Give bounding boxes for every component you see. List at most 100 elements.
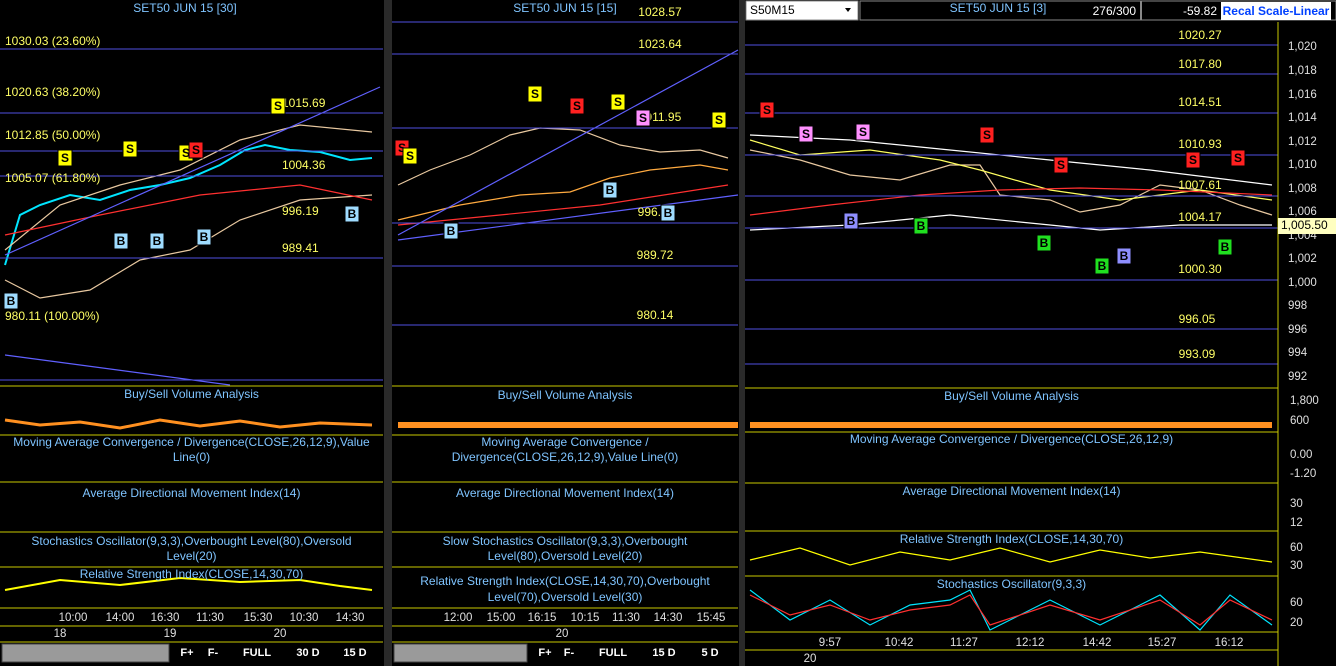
indicator-title: Moving Average Convergence / — [481, 435, 649, 449]
signal-marker — [402, 147, 418, 165]
level-label: 1023.64 — [638, 37, 682, 51]
signal-marker — [569, 97, 585, 115]
time-label: 14:30 — [336, 612, 365, 624]
indicator-title: Line(0) — [173, 450, 210, 464]
toolbar-button[interactable]: F- — [564, 647, 575, 659]
indicator-axis-label: 12 — [1290, 517, 1303, 529]
toolbar-button[interactable]: 5 D — [701, 647, 718, 659]
level-label: 989.41 — [282, 241, 319, 255]
signal-label: S — [763, 103, 771, 117]
indicator-title: Stochastics Oscillator(9,3,3) — [937, 577, 1086, 591]
signal-label: S — [182, 146, 190, 160]
signal-marker — [660, 204, 676, 222]
toolbar-button[interactable]: F- — [208, 647, 219, 659]
toolbar-button[interactable]: F+ — [538, 647, 551, 659]
ma-line — [397, 127, 729, 186]
scale-button[interactable]: Recal Scale-Linear — [1223, 4, 1330, 18]
price-axis-label: 994 — [1288, 347, 1308, 359]
price-axis-label: 1,018 — [1288, 65, 1317, 77]
signal-label: B — [606, 183, 615, 197]
indicator-title: Buy/Sell Volume Analysis — [944, 389, 1079, 403]
signal-marker — [979, 126, 995, 144]
time-label: 12:12 — [1016, 637, 1045, 649]
time-label: 16:30 — [151, 612, 180, 624]
signal-label: S — [274, 99, 282, 113]
ma-line — [397, 164, 729, 221]
signal-marker — [122, 140, 138, 158]
level-label: 1010.93 — [1178, 137, 1222, 151]
scale-button-bg[interactable] — [1221, 2, 1331, 20]
scrollbar — [1, 643, 170, 663]
indicator-title: Relative Strength Index(CLOSE,14,30,70) — [80, 567, 303, 581]
level-label: 1020.27 — [1178, 28, 1222, 42]
indicator-title: Average Directional Movement Index(14) — [903, 484, 1121, 498]
level-label: 980.11 (100.00%) — [5, 309, 100, 323]
signal-marker — [1053, 156, 1069, 174]
level-label: 989.72 — [637, 248, 674, 262]
indicator-title: Level(80),Oversold Level(20) — [488, 549, 643, 563]
signal-marker — [57, 149, 73, 167]
level-label: 996.05 — [1179, 312, 1216, 326]
signal-label: S — [1234, 151, 1242, 165]
indicator-title: Relative Strength Index(CLOSE,14,30,70),… — [420, 574, 710, 588]
toolbar-button[interactable]: 30 D — [296, 647, 319, 659]
time-label: 10:15 — [571, 612, 600, 624]
signal-label: S — [573, 99, 581, 113]
level-label: 1028.57 — [638, 5, 682, 19]
chart-title: SET50 JUN 15 [30] — [133, 1, 236, 15]
indicator-axis-label: 20 — [1290, 617, 1303, 629]
signal-marker — [3, 292, 19, 310]
chart-title: SET50 JUN 15 [15] — [513, 1, 616, 15]
signal-marker — [149, 232, 165, 250]
signal-label: S — [614, 95, 622, 109]
toolbar-strip — [859, 0, 1336, 21]
chart-title: SET50 JUN 15 [3] — [950, 1, 1047, 15]
indicator-axis-label: 30 — [1290, 498, 1303, 510]
signal-label: S — [406, 149, 414, 163]
level-label: 993.09 — [1179, 347, 1216, 361]
signal-label: S — [715, 113, 723, 127]
price-axis-label: 1,000 — [1288, 277, 1317, 289]
signal-marker — [1185, 151, 1201, 169]
time-label: 11:27 — [950, 637, 978, 649]
toolbar-button[interactable]: 15 D — [343, 647, 366, 659]
signal-marker — [196, 228, 212, 246]
signal-marker — [913, 217, 929, 235]
signal-label: B — [200, 230, 209, 244]
toolbar-button[interactable]: F+ — [180, 647, 193, 659]
price-axis-label: 1,016 — [1288, 89, 1317, 101]
band-upper — [4, 124, 373, 251]
price-axis-label: 1,014 — [1288, 112, 1317, 124]
rsi-line — [4, 576, 373, 591]
time-label: 15:27 — [1148, 637, 1177, 649]
time-label: 11:30 — [196, 612, 224, 624]
price-axis-label: 996 — [1288, 324, 1307, 336]
signal-label: B — [1221, 240, 1230, 254]
signal-marker — [610, 93, 626, 111]
price-axis-label: 1,012 — [1288, 136, 1317, 148]
signal-marker — [711, 111, 727, 129]
dropdown-arrow — [845, 8, 851, 12]
signal-label: S — [398, 141, 406, 155]
signal-label: S — [126, 142, 134, 156]
signal-label: B — [1120, 249, 1129, 263]
level-label: 1015.69 — [282, 96, 326, 110]
toolbar-button[interactable]: FULL — [599, 647, 627, 659]
signal-label: B — [917, 219, 926, 233]
toolbar-button[interactable]: FULL — [243, 647, 271, 659]
signal-label: S — [531, 87, 539, 101]
splitter[interactable] — [384, 0, 392, 666]
toolbar-divider — [1140, 1, 1142, 20]
indicator-title: Buy/Sell Volume Analysis — [498, 388, 633, 402]
signal-label: B — [1098, 259, 1107, 273]
signal-marker — [188, 141, 204, 159]
level-label: 996.19 — [282, 204, 319, 218]
stoch-line — [749, 594, 1273, 626]
time-label: 15:45 — [697, 612, 726, 624]
signal-marker — [635, 109, 651, 127]
toolbar-button[interactable]: 15 D — [652, 647, 675, 659]
signal-marker — [1217, 238, 1233, 256]
splitter[interactable] — [739, 0, 745, 666]
symbol-dropdown[interactable] — [745, 0, 859, 21]
